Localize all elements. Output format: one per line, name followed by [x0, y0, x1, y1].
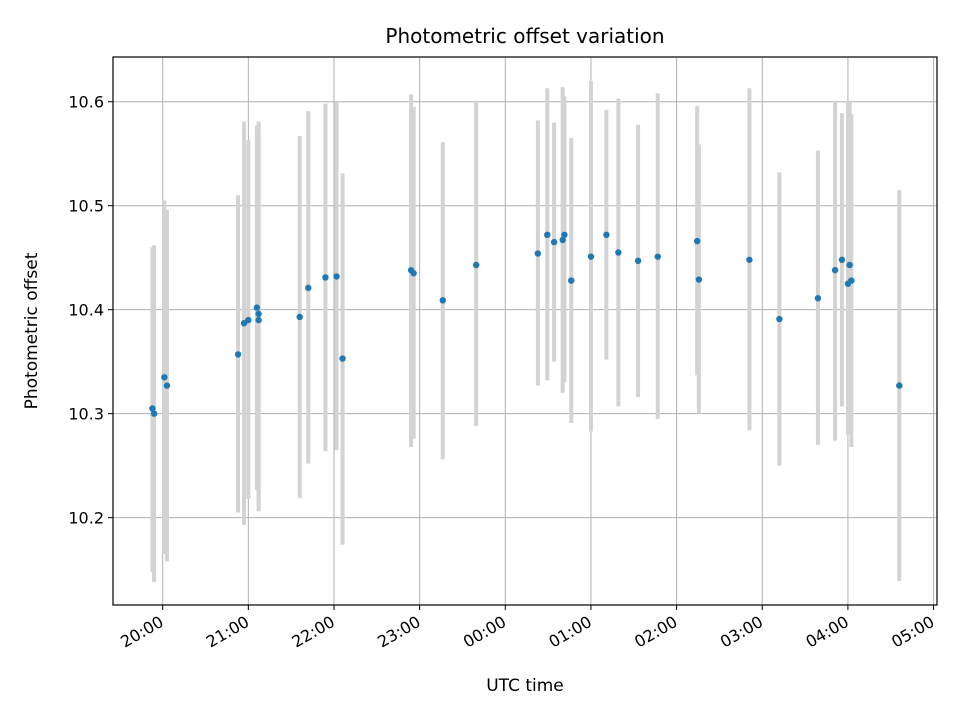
data-point — [654, 253, 661, 260]
data-point — [163, 382, 171, 389]
y-axis-title: Photometric offset — [22, 252, 42, 409]
data-point — [305, 284, 312, 292]
y-tick-label: 10.4 — [68, 301, 104, 320]
data-point — [339, 355, 346, 362]
data-point — [439, 297, 446, 304]
chart-title: Photometric offset variation — [385, 24, 664, 48]
data-point — [534, 250, 542, 257]
y-tick-label: 10.5 — [68, 197, 104, 216]
data-point — [234, 351, 242, 358]
data-point — [603, 231, 610, 239]
data-point — [634, 257, 642, 265]
data-point — [253, 304, 261, 311]
data-point — [746, 256, 753, 263]
data-points — [149, 231, 903, 417]
data-point — [544, 231, 551, 239]
data-point — [695, 276, 703, 283]
y-tick-label: 10.2 — [68, 509, 104, 528]
data-point — [322, 274, 329, 281]
data-point — [831, 266, 839, 274]
plot-frame — [112, 56, 938, 606]
data-point — [776, 315, 783, 323]
data-point — [561, 231, 568, 239]
data-point — [693, 237, 701, 245]
data-point — [333, 273, 340, 280]
data-point — [615, 249, 622, 256]
data-point — [846, 261, 853, 269]
data-point — [410, 270, 417, 277]
data-point — [255, 310, 262, 318]
data-point — [848, 277, 855, 284]
data-point — [838, 256, 846, 263]
data-point — [568, 277, 575, 284]
data-point — [896, 382, 903, 389]
data-point — [587, 253, 595, 260]
data-point — [255, 316, 262, 324]
data-point — [550, 238, 558, 246]
data-point — [150, 410, 158, 417]
data-point — [559, 236, 566, 244]
y-tick-label: 10.3 — [68, 405, 104, 424]
data-point — [296, 313, 303, 321]
data-point — [161, 374, 168, 381]
y-tick-label: 10.6 — [68, 93, 104, 112]
data-point — [149, 405, 156, 412]
data-point — [245, 316, 252, 324]
data-point — [472, 261, 480, 269]
data-point — [814, 295, 822, 302]
x-axis-title: UTC time — [486, 676, 564, 696]
